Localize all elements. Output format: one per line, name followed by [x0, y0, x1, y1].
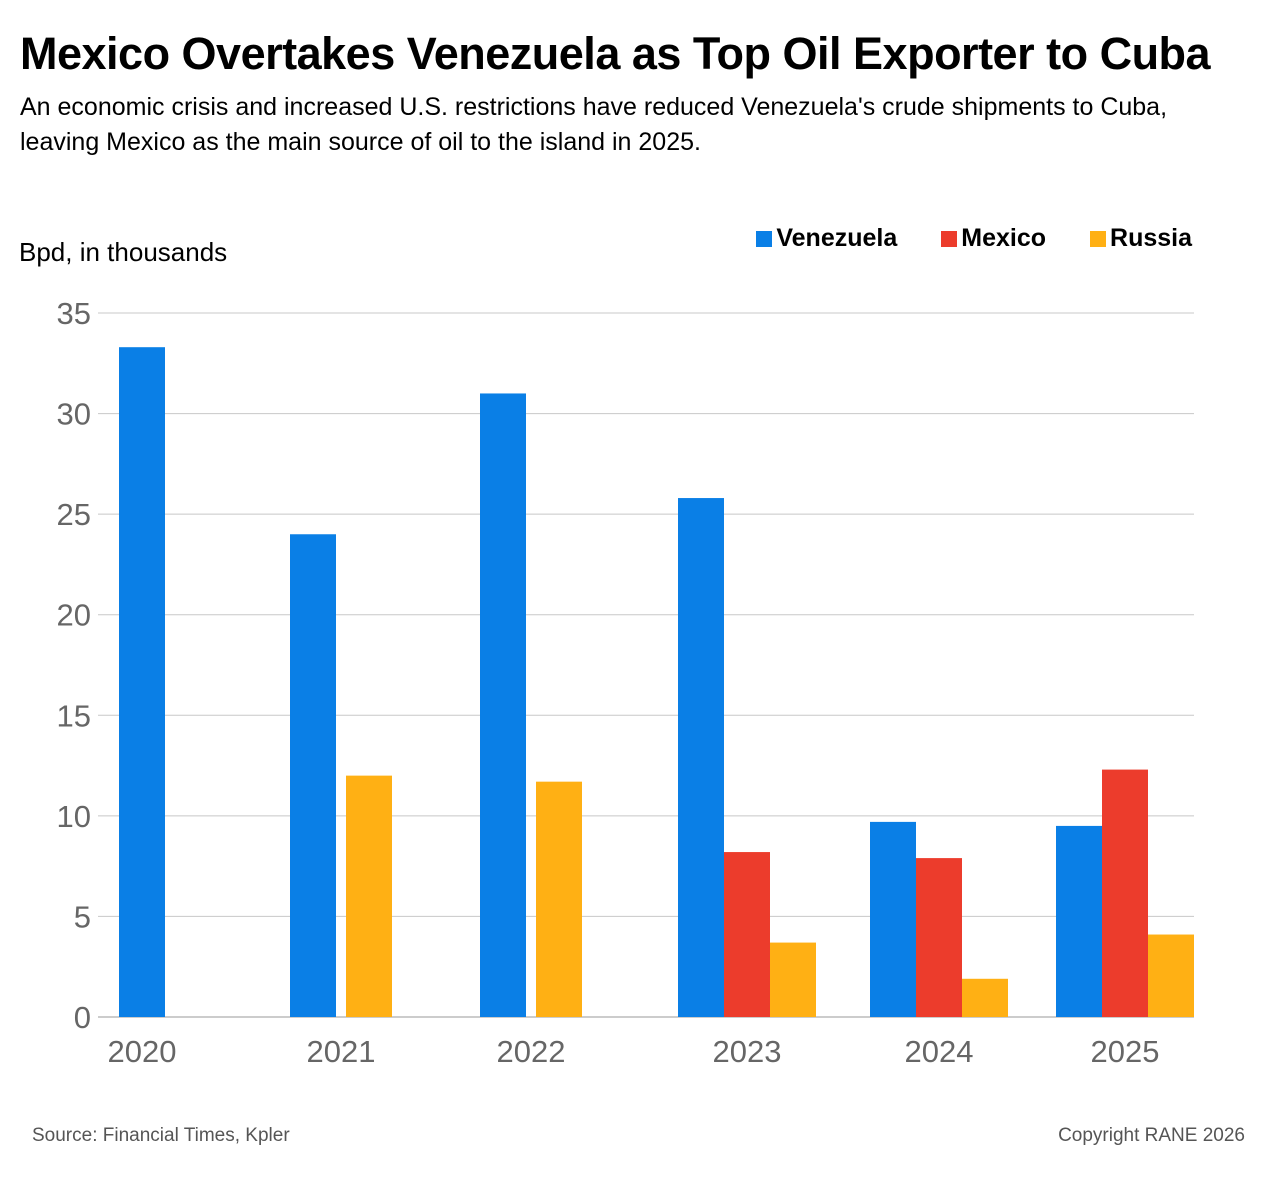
x-tick-label: 2021: [307, 1034, 376, 1069]
legend-swatch-mexico: [941, 230, 958, 247]
bars: [119, 347, 1194, 1018]
legend-swatch-venezuela: [756, 230, 773, 247]
y-tick-label: 30: [57, 397, 91, 432]
x-tick-label: 2020: [108, 1034, 177, 1069]
x-tick-labels: 2020 2021 2022 2023 2024 2025: [108, 1034, 1160, 1069]
x-tick-label: 2024: [905, 1034, 974, 1069]
legend-item-russia: Russia: [1090, 224, 1192, 253]
bar-mexico-2024: [916, 858, 962, 1017]
bar-mexico-2025: [1102, 769, 1148, 1017]
legend-label-venezuela: Venezuela: [776, 224, 898, 252]
x-tick-label: 2022: [497, 1034, 566, 1069]
grid-lines: [98, 312, 1194, 1018]
legend-label-mexico: Mexico: [961, 224, 1047, 252]
bar-mexico-2023: [724, 852, 770, 1017]
source-note: Source: Financial Times, Kpler: [32, 1125, 290, 1146]
bar-russia-2025: [1148, 934, 1194, 1017]
bar-venezuela-2025: [1056, 825, 1102, 1017]
bar-venezuela-2022: [480, 393, 526, 1017]
bar-venezuela-2024: [870, 821, 916, 1017]
legend-item-mexico: Mexico: [941, 224, 1046, 253]
bar-russia-2021: [346, 775, 392, 1017]
y-tick-labels: 0 5 10 15 20 25 30 35: [57, 296, 91, 1035]
chart-title: Mexico Overtakes Venezuela as Top Oil Ex…: [20, 28, 1211, 79]
y-axis-label: Bpd, in thousands: [19, 237, 228, 267]
y-tick-label: 25: [57, 497, 91, 532]
y-tick-label: 15: [57, 698, 91, 733]
bar-venezuela-2023: [678, 498, 724, 1018]
bar-russia-2024: [962, 978, 1008, 1017]
chart-subtitle: An economic crisis and increased U.S. re…: [20, 93, 1168, 156]
x-tick-label: 2025: [1091, 1034, 1160, 1069]
legend-label-russia: Russia: [1110, 224, 1192, 252]
y-tick-label: 0: [74, 1000, 91, 1035]
copyright-note: Copyright RANE 2026: [1058, 1125, 1245, 1146]
legend-swatch-russia: [1090, 230, 1107, 247]
y-tick-label: 20: [57, 598, 91, 633]
legend-item-venezuela: Venezuela: [756, 224, 897, 253]
y-tick-label: 35: [57, 296, 91, 331]
y-tick-label: 5: [74, 899, 91, 934]
y-tick-label: 10: [57, 799, 91, 834]
bar-russia-2023: [770, 942, 816, 1017]
bar-russia-2022: [536, 781, 582, 1017]
legend: Venezuela Mexico Russia: [756, 224, 1192, 253]
bar-venezuela-2020: [119, 347, 165, 1017]
x-tick-label: 2023: [713, 1034, 782, 1069]
bar-venezuela-2021: [290, 534, 336, 1017]
